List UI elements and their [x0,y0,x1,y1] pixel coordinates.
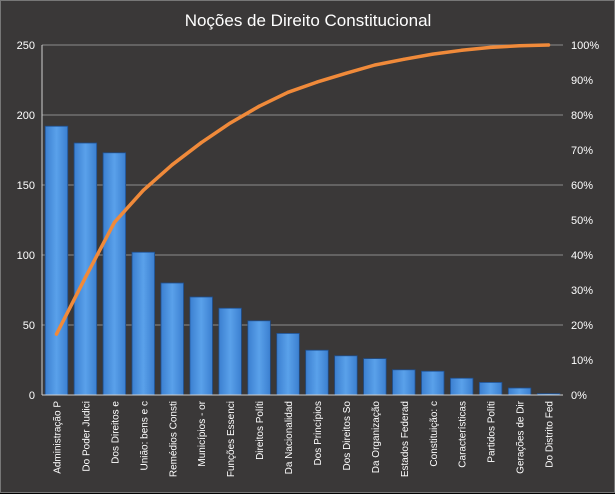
x-category-label: Direitos Políti [255,401,266,460]
x-category-label: Dos Direitos e [110,401,121,464]
line-point [460,48,464,52]
y2-tick-label: 40% [571,250,593,262]
y2-tick-label: 80% [571,110,593,122]
x-category-label: Da Organização [371,401,382,474]
chart-title: Noções de Direito Constitucional [185,11,432,30]
y-tick-label: 150 [17,180,35,192]
line-point [431,52,435,56]
bar [131,251,155,396]
line-point [402,57,406,61]
y2-tick-label: 70% [571,145,593,157]
y-tick-label: 0 [29,390,35,402]
line-point [83,275,88,279]
line-point [315,80,319,84]
bar [102,152,127,396]
bar [247,320,271,396]
bar [189,296,213,396]
x-category-label: Partidos Políti [487,401,498,463]
x-category-label: Dos Direitos So [342,401,353,471]
y-tick-label: 50 [23,320,35,332]
y2-tick-label: 0% [571,390,587,402]
x-category-label: Estados Federad [400,401,411,477]
y2-tick-label: 30% [571,285,593,297]
bar [44,125,69,396]
y2-tick-label: 90% [571,75,593,87]
bar [305,349,329,396]
line-point [373,63,377,67]
bar [450,377,474,396]
bar [73,142,98,396]
line-point [199,141,203,145]
line-point [489,45,493,50]
y2-tick-label: 50% [571,215,593,227]
line-point [141,188,145,192]
y2-tick-label: 20% [571,320,593,332]
x-category-label: Do Distrito Fed [545,401,556,468]
x-category-label: Funções Essenci [226,401,237,477]
line-point [257,104,261,108]
x-category-label: União: bens e c [139,401,150,471]
line-point [170,163,174,167]
x-category-label: Constituição: c [429,401,440,467]
y-tick-label: 250 [17,40,35,52]
y2-tick-label: 60% [571,180,593,192]
line-point [517,44,522,48]
y-tick-label: 200 [17,110,35,122]
bar-series [44,125,561,396]
line-point [54,332,59,336]
x-category-label: Gerações de Dir [516,400,527,473]
x-category-label: Administração P [52,401,63,474]
line-point [286,90,290,94]
line-point [112,220,116,225]
bar [363,358,387,396]
axes: 0 50 100 150 200 250 0% 10% 20% 30% 40% 50% 60% 70% 80… [17,40,600,477]
x-category-label: Dos Princípios [313,401,324,465]
grid-lines [42,44,563,326]
bar [392,369,416,396]
bar [421,370,445,396]
bar [276,332,300,396]
x-category-label: Da Nacionalidad [284,401,295,474]
line-point [228,121,232,125]
cumulative-line-series [54,43,551,336]
bar [218,307,242,396]
y2-tick-label: 100% [571,40,599,52]
x-category-label: Do Poder Judici [81,401,92,472]
line-point [344,71,348,75]
line-point [546,43,551,47]
x-category-label: Municípios - or [197,400,208,466]
bar [334,355,358,396]
x-category-label: Características [458,401,469,468]
y-tick-label: 100 [17,250,35,262]
y2-tick-label: 10% [571,355,593,367]
bar [478,381,503,396]
bar [160,282,184,396]
cumulative-percent-line [54,43,551,336]
x-category-label: Remédios Consti [168,401,179,477]
bar [507,387,532,396]
